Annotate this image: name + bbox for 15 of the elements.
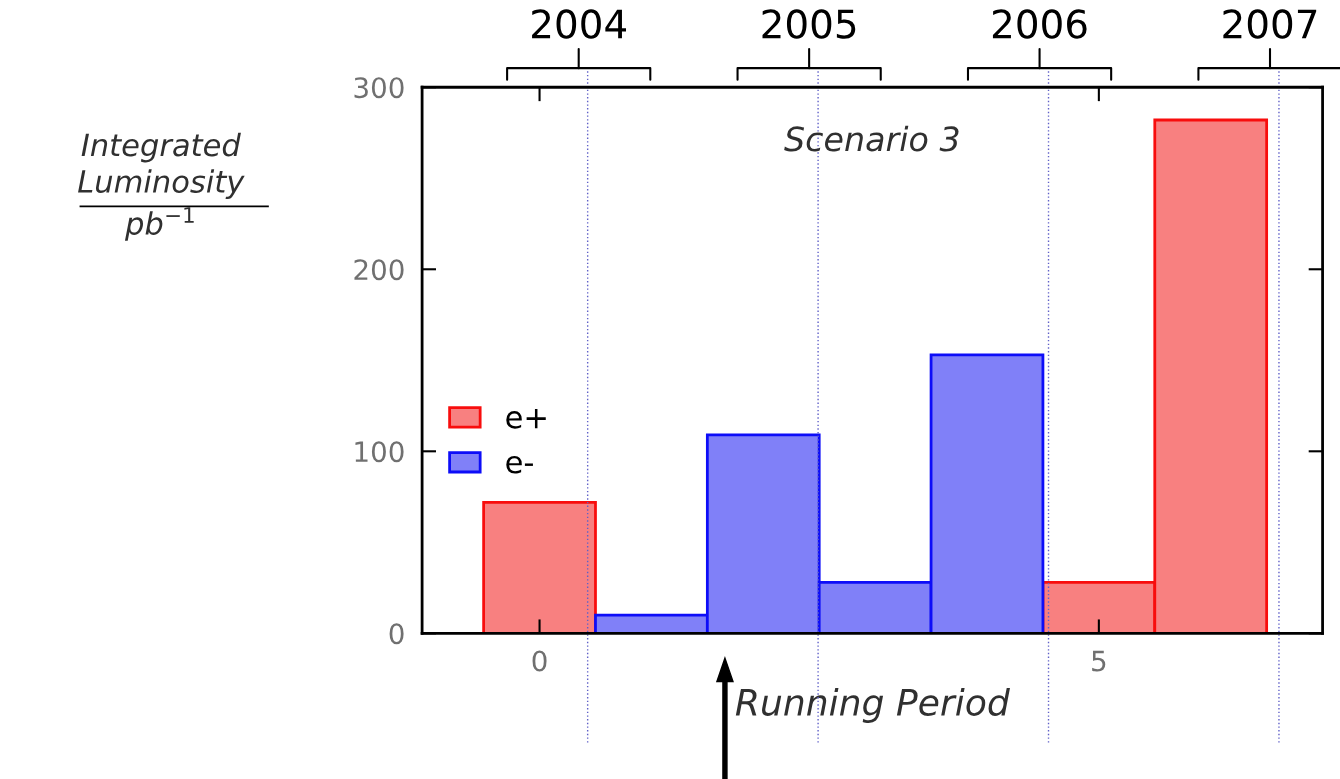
x-tick-label: 5 [1092,650,1106,672]
text: Scenario 3 [784,125,959,152]
y-tick-label: 100 [355,441,404,463]
y-tick-label: 0 [389,623,404,645]
bar [482,500,597,634]
legend-label: e+ [506,409,546,429]
text: 2007 [1223,9,1317,39]
legend-label: e- [506,455,533,474]
y-tick-label: 200 [354,259,404,281]
y-tick-label: 300 [354,77,404,99]
x-axis-title: Running Period [735,687,1010,723]
y-axis-title: Integrated Luminosity pb$^{−1}$ [78,132,245,241]
text: 2004 [532,9,627,39]
text: 2005 [762,9,856,39]
text: 2006 [992,9,1087,39]
